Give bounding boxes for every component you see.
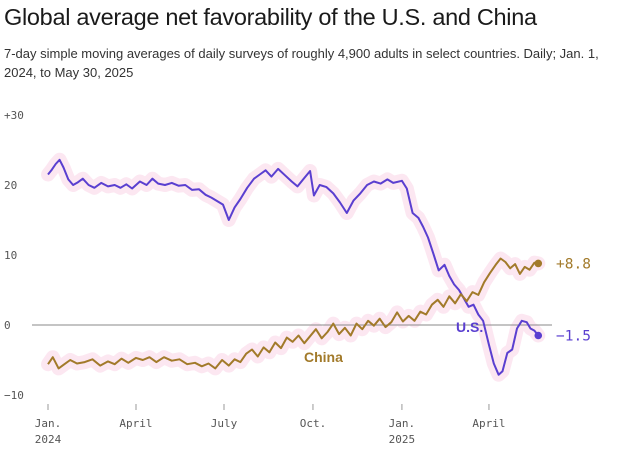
us-end-point <box>534 331 543 340</box>
china-highlight-band <box>41 251 546 376</box>
x-tick-label: July <box>211 417 238 430</box>
x-tick-label: Jan. <box>35 417 62 430</box>
chart-subtitle: 7-day simple moving averages of daily su… <box>4 46 599 80</box>
y-tick-label: −10 <box>4 389 24 402</box>
series-labels: −1.5 +8.8 U.S. China <box>304 256 591 365</box>
x-tick-year-label: 2025 <box>389 433 416 446</box>
us-series-name-label: U.S. <box>456 319 483 335</box>
y-tick-label: 0 <box>4 319 11 332</box>
us-end-value-label: −1.5 <box>556 329 591 345</box>
x-tick-label: April <box>472 417 505 430</box>
x-tick-label: Oct. <box>300 417 327 430</box>
us-series-line <box>47 158 540 376</box>
china-series-line <box>47 257 539 370</box>
axes: +30 20 10 0 −10 Jan. 2024 April July Oct. Jan. 2025… <box>4 109 552 446</box>
china-end-value-label: +8.8 <box>556 256 591 272</box>
chart-title: Global average net favorability of the U… <box>4 4 537 30</box>
y-tick-label: +30 <box>4 109 24 122</box>
x-tick-year-label: 2024 <box>35 433 62 446</box>
x-tick-label: April <box>119 417 152 430</box>
china-series-name-label: China <box>304 349 343 365</box>
series-lines <box>47 158 540 376</box>
y-tick-label: 10 <box>4 249 17 262</box>
china-end-point <box>534 259 543 268</box>
y-tick-label: 20 <box>4 179 17 192</box>
x-tick-label: Jan. <box>389 417 416 430</box>
